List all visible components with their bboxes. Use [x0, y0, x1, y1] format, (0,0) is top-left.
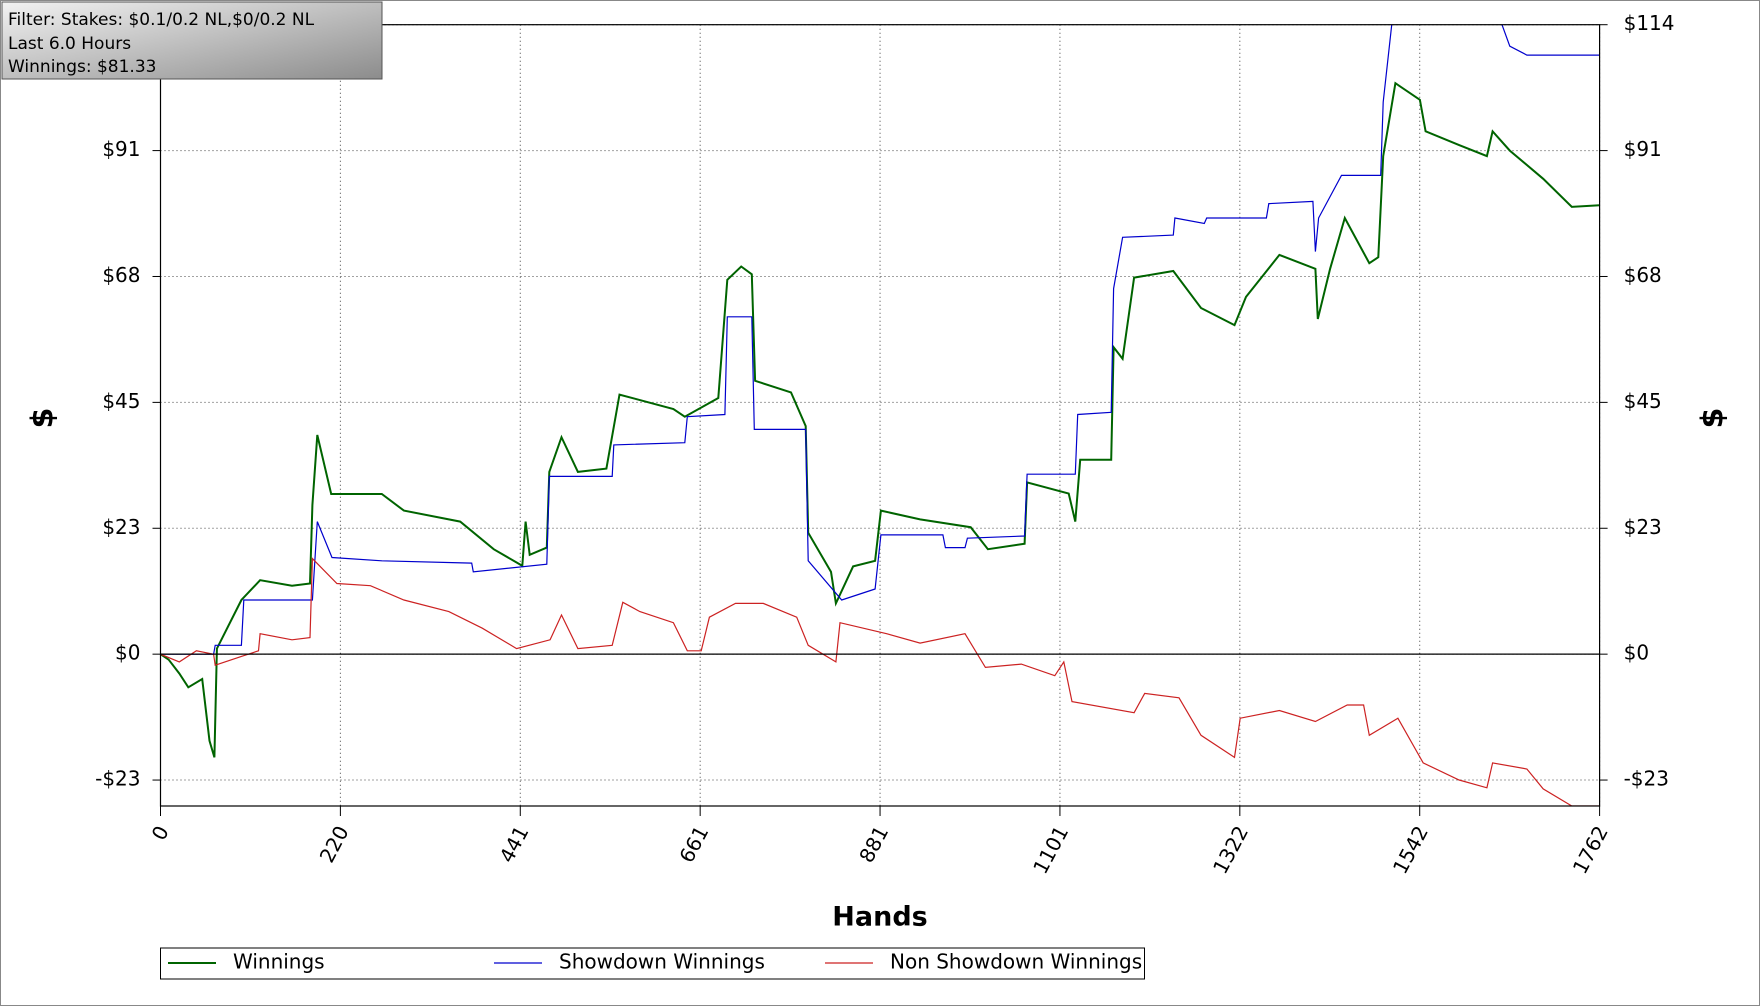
- series-line: [160, 557, 1600, 806]
- y-tick-label: $0: [115, 641, 140, 665]
- legend-label: Showdown Winnings: [559, 950, 765, 974]
- y-tick-label: -$23: [95, 767, 140, 791]
- info-box: [1, 1, 383, 80]
- info-line: Last 6.0 Hours: [8, 34, 131, 54]
- legend-label: Non Showdown Winnings: [890, 950, 1142, 974]
- y2-tick-label: $114: [1624, 11, 1675, 35]
- legend: [160, 947, 1145, 980]
- series-line: [160, 81, 1600, 758]
- legend-entries: Winnings Showdown Winnings Non Showdown Wi…: [168, 950, 1142, 974]
- series-line: [160, 24, 1600, 655]
- y2-tick-label: $23: [1624, 515, 1662, 539]
- legend-label: Winnings: [233, 950, 325, 974]
- y-axis-title: $: [26, 408, 61, 429]
- y2-tick-label: -$23: [1624, 767, 1669, 791]
- y-tick-label: $23: [102, 515, 140, 539]
- info-line: Winnings: $81.33: [8, 57, 156, 77]
- y2-tick-label: $0: [1624, 641, 1649, 665]
- info-line: Filter: Stakes: $0.1/0.2 NL,$0/0.2 NL: [8, 10, 315, 30]
- plot-border: [159, 24, 1601, 807]
- y2-tick-label: $45: [1624, 389, 1662, 413]
- y-tick-label: $45: [102, 389, 140, 413]
- y-tick-label: $91: [102, 137, 140, 161]
- x-axis-title: Hands: [832, 902, 927, 933]
- y2-tick-label: $68: [1624, 263, 1662, 287]
- y2-tick-label: $91: [1624, 137, 1662, 161]
- y-tick-label: $68: [102, 263, 140, 287]
- plot-lines: [160, 24, 1600, 806]
- y2-axis-title: $: [1696, 408, 1731, 429]
